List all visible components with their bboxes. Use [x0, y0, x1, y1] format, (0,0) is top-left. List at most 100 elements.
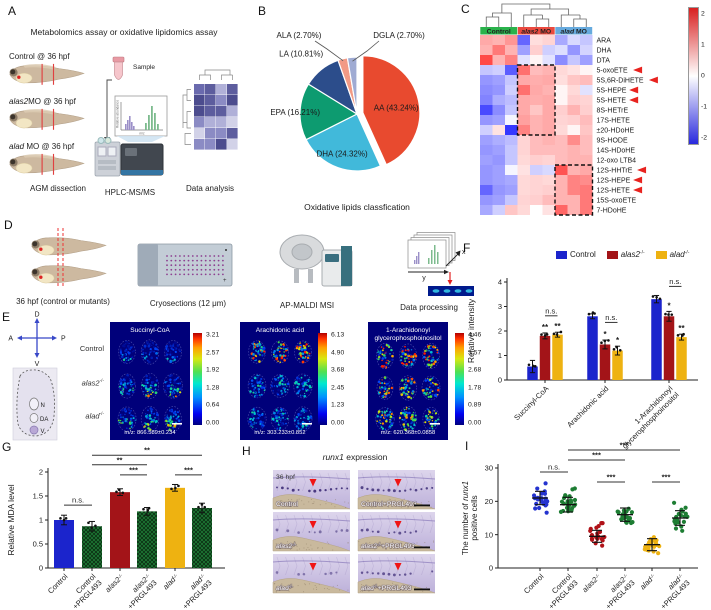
yolk-grain	[328, 588, 330, 590]
msi-pixel	[130, 383, 132, 386]
msi-pixel	[299, 354, 302, 357]
heatmap-row-label: DTA	[597, 58, 611, 65]
tissue-spot	[213, 264, 216, 267]
yolk-grain	[305, 584, 307, 586]
heatmap-row-label: 12-oxo LTB4	[597, 158, 637, 165]
msi-pixel	[132, 356, 134, 358]
msi-pixel	[401, 418, 404, 421]
heatmap-cell	[492, 205, 505, 215]
heatmap-cell	[580, 135, 593, 145]
pie-slice	[346, 56, 358, 115]
msi-pixel	[427, 413, 430, 416]
panel-label-f: F	[463, 241, 471, 255]
msi-pixel	[376, 415, 379, 418]
msi-pixel	[143, 391, 145, 393]
msi-pixel	[276, 412, 279, 415]
msi-pixel	[305, 358, 309, 362]
slide-mark	[225, 249, 227, 251]
somite-chevron	[319, 556, 323, 576]
data-point	[563, 493, 568, 498]
msi-pixel	[381, 424, 383, 427]
msi-pixel	[305, 423, 308, 427]
sig-star: **	[554, 322, 561, 331]
fish-label-control: Control @ 36 hpf	[9, 52, 70, 61]
yolk-grain	[308, 549, 310, 551]
msi-row-control: Control	[79, 344, 104, 353]
msi-pixel	[130, 418, 133, 421]
data-point	[531, 364, 535, 368]
msi-pixel	[430, 425, 433, 428]
msi-pixel	[283, 358, 286, 362]
yolk-grain	[407, 506, 409, 508]
msi-pixel	[253, 345, 255, 347]
tissue-spot	[217, 264, 220, 267]
fish-eye	[32, 241, 38, 247]
compass-arrow-up	[34, 318, 40, 323]
dendrogram	[530, 8, 570, 15]
tissue-spot	[179, 264, 181, 267]
runx1-stain-dot	[366, 571, 369, 574]
msi-pixel	[173, 376, 177, 380]
data-point	[629, 510, 635, 515]
y-tick-label: 0	[489, 564, 493, 573]
msi-pixel	[165, 348, 168, 351]
msi-pixel	[252, 417, 255, 420]
msi-pixel	[147, 409, 149, 412]
msi-pixel	[128, 409, 131, 412]
bar	[539, 335, 551, 380]
tissue-spot	[196, 259, 198, 262]
data-point	[200, 503, 204, 506]
msi-pixel	[125, 341, 127, 343]
msi-pixel	[129, 357, 132, 361]
msi-pixel	[253, 376, 256, 379]
runx1-stain-dot	[318, 530, 322, 534]
runx1-stain-dot	[388, 532, 390, 535]
msi-pixel	[133, 383, 136, 385]
msi-colorbar-tick: 3.57	[468, 349, 482, 357]
msi-pixel	[407, 345, 409, 348]
heatmap-cell	[567, 115, 580, 125]
tissue-spot	[213, 255, 216, 257]
hplc-window	[97, 146, 107, 157]
somite-chevron	[421, 472, 425, 492]
runx1-stain-dot	[297, 572, 300, 576]
msi-pixel	[401, 351, 403, 353]
sig-label: ***	[662, 473, 671, 482]
msi-pixel	[434, 382, 438, 386]
msi-colorbar-tick: 0.64	[206, 401, 220, 409]
heatmap-cell	[530, 155, 543, 165]
sig-label: ***	[129, 465, 138, 474]
fish-yolk	[37, 244, 55, 256]
msi-pixel	[129, 388, 132, 392]
tissue-spot	[204, 264, 207, 267]
msi-pixel	[428, 355, 431, 358]
msi-pixel	[413, 391, 415, 393]
panel-label-e: E	[2, 310, 11, 324]
heatmap-row-label: 5S-HEPE	[597, 88, 627, 95]
msi-pixel	[149, 351, 152, 354]
heatmap-group-bar	[480, 27, 518, 35]
msi-pixel	[177, 392, 179, 395]
fish-eye	[32, 269, 38, 275]
msi-pixel	[174, 350, 177, 354]
dendrogram	[573, 18, 587, 27]
msi-pixel	[131, 384, 134, 386]
msi-pixel	[131, 346, 134, 348]
runx1-image: alad-/-+PRGL493	[357, 554, 436, 594]
msi-pixel	[436, 358, 439, 361]
msi-pixel	[436, 351, 439, 354]
msi-colorbar-tick: 3.68	[331, 366, 345, 374]
msi-pixel	[280, 421, 282, 423]
msi-pixel	[431, 393, 434, 396]
heatmap-cell	[530, 195, 543, 205]
msi-pixel	[118, 387, 121, 390]
msi-pixel	[282, 387, 285, 390]
sig-label: ***	[184, 465, 193, 474]
msi-pixel	[149, 428, 152, 431]
msi-pixel	[167, 343, 169, 346]
embryo-outline	[399, 375, 417, 401]
heatmap-row-label: DHA	[597, 48, 612, 55]
msi-pixel	[426, 391, 428, 394]
msi-pixel	[141, 350, 143, 353]
